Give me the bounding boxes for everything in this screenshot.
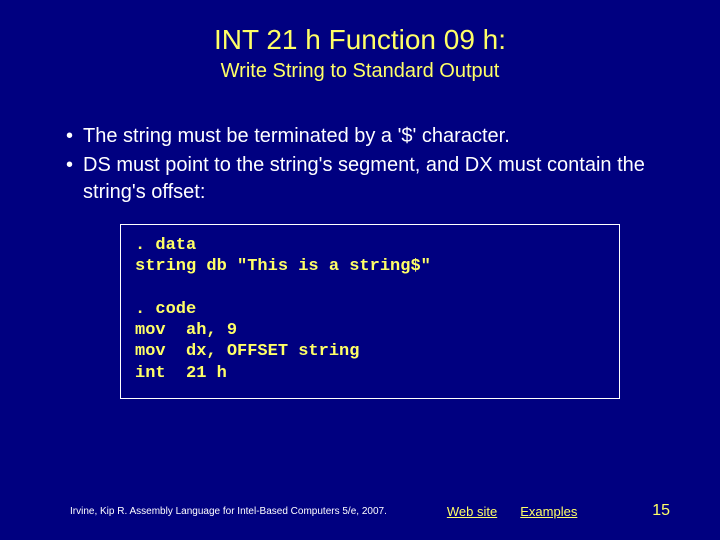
- website-link[interactable]: Web site: [447, 504, 497, 519]
- bullet-dot-icon: •: [66, 123, 73, 150]
- footer-links: Web site Examples: [447, 504, 597, 519]
- code-block: . data string db "This is a string$" . c…: [120, 224, 620, 399]
- slide: INT 21 h Function 09 h: Write String to …: [0, 0, 720, 540]
- bullet-text: The string must be terminated by a '$' c…: [83, 123, 510, 150]
- list-item: • The string must be terminated by a '$'…: [60, 123, 660, 150]
- slide-subtitle: Write String to Standard Output: [0, 60, 720, 83]
- examples-link[interactable]: Examples: [520, 504, 577, 519]
- bullet-list: • The string must be terminated by a '$'…: [60, 123, 660, 206]
- footer: Irvine, Kip R. Assembly Language for Int…: [0, 502, 720, 520]
- attribution-text: Irvine, Kip R. Assembly Language for Int…: [70, 506, 387, 517]
- slide-title: INT 21 h Function 09 h:: [0, 0, 720, 56]
- bullet-text: DS must point to the string's segment, a…: [83, 152, 660, 206]
- bullet-dot-icon: •: [66, 152, 73, 206]
- list-item: • DS must point to the string's segment,…: [60, 152, 660, 206]
- page-number: 15: [652, 502, 670, 520]
